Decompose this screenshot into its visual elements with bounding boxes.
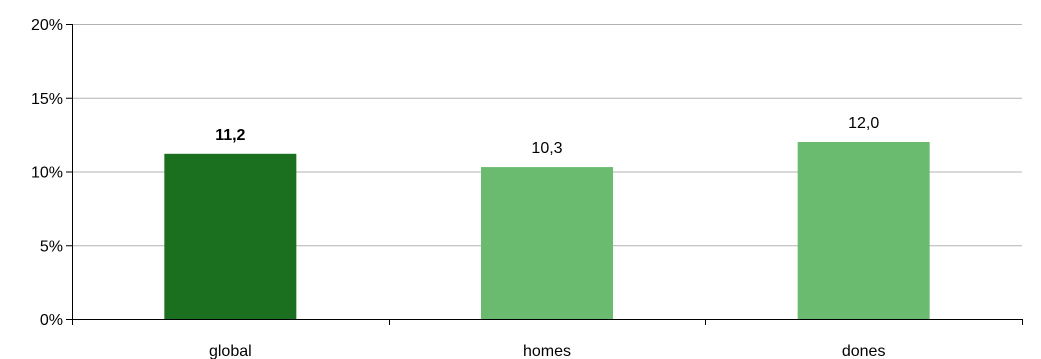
bar-homes xyxy=(481,167,613,319)
data-label-global: 11,2 xyxy=(215,127,245,144)
category-label-dones: dones xyxy=(842,343,886,359)
bars: 11,2 10,3 12,0 xyxy=(164,115,930,319)
data-label-dones: 12,0 xyxy=(848,115,879,132)
bar-dones xyxy=(797,142,930,319)
y-tick-label: 15% xyxy=(31,91,63,108)
bar-global xyxy=(164,153,297,319)
y-tick-label: 5% xyxy=(40,238,63,255)
x-axis: global homes dones xyxy=(66,319,1023,359)
category-label-global: global xyxy=(209,343,252,359)
y-tick-label: 20% xyxy=(31,17,63,34)
y-tick-label: 10% xyxy=(31,165,63,182)
category-label-homes: homes xyxy=(523,343,571,359)
y-tick-label: 0% xyxy=(40,312,63,329)
y-axis: 0% 5% 10% 15% 20% xyxy=(31,17,73,329)
data-label-homes: 10,3 xyxy=(531,140,562,157)
